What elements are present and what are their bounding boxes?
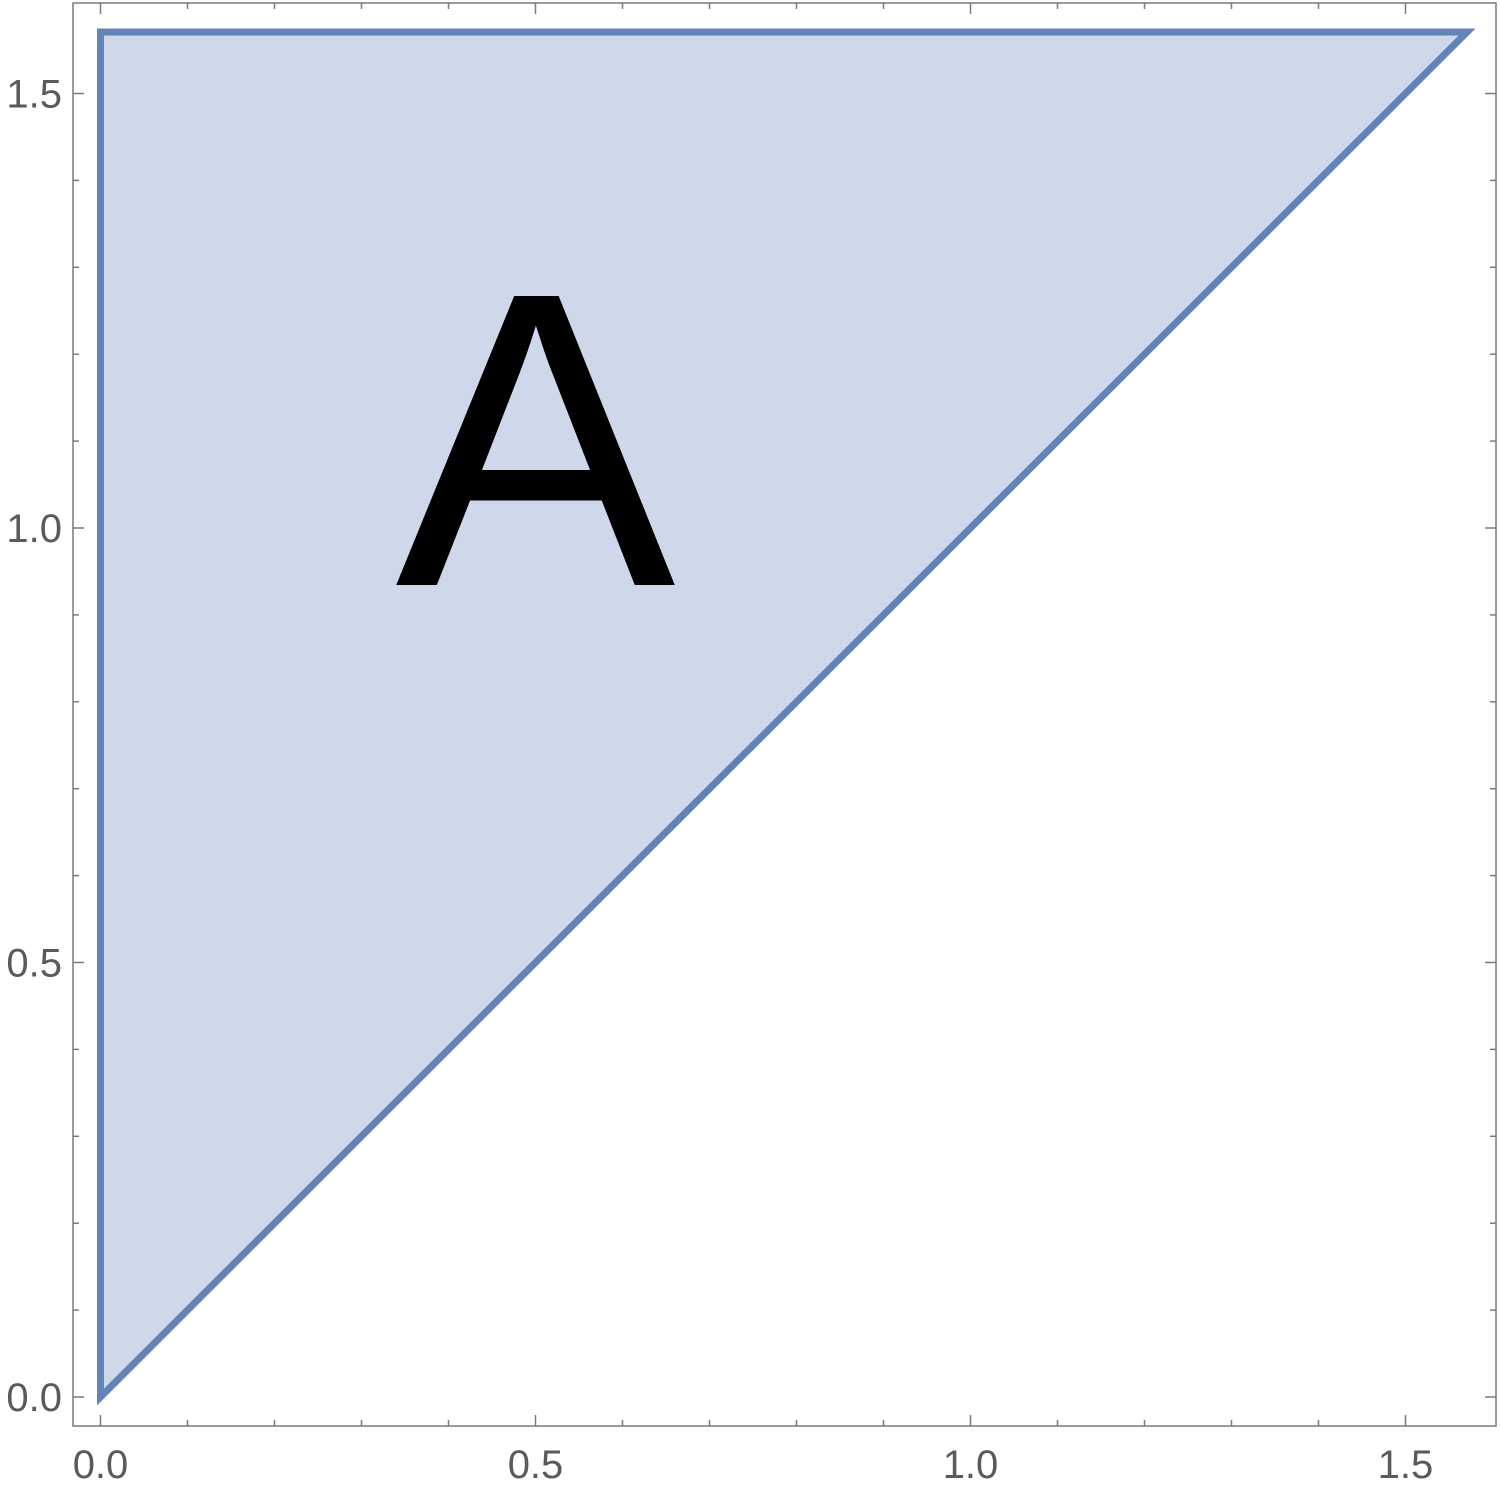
y-tick-label: 0.5	[6, 942, 62, 986]
x-tick-label: 1.0	[943, 1443, 999, 1487]
x-tick-label: 0.0	[73, 1443, 129, 1487]
plot-frame	[72, 2, 1497, 1427]
region-label: A	[395, 206, 677, 675]
y-tick-label: 1.5	[6, 73, 62, 117]
y-tick-label: 0.0	[6, 1376, 62, 1420]
y-tick-label: 1.0	[6, 507, 62, 551]
x-tick-label: 1.5	[1378, 1443, 1434, 1487]
shaded-region	[97, 28, 1476, 1406]
x-tick-label: 0.5	[508, 1443, 564, 1487]
